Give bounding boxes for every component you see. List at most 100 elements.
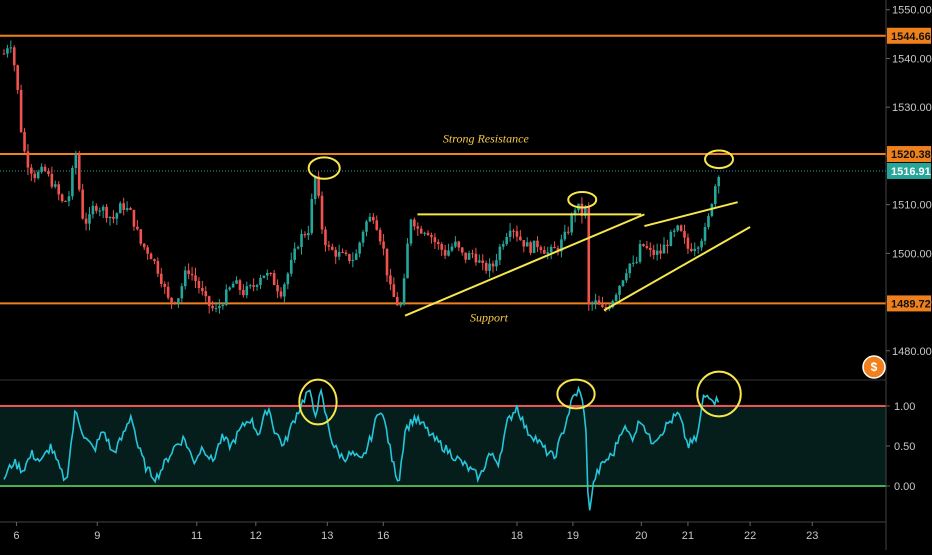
highlight-circle[interactable] — [567, 190, 598, 209]
candle-body — [279, 291, 283, 297]
candle-body — [710, 204, 714, 216]
candle-body — [153, 259, 156, 262]
candle-body — [392, 284, 396, 297]
candle-body — [19, 89, 23, 132]
candle-body — [77, 154, 81, 190]
candle-body — [457, 241, 461, 248]
candle-body — [74, 154, 78, 169]
candle-body — [296, 247, 300, 249]
candle-body — [95, 205, 98, 211]
candle-body — [488, 263, 491, 271]
candle-body — [348, 254, 351, 261]
candle-body — [594, 300, 597, 304]
candle-body — [443, 249, 447, 256]
candle-body — [283, 284, 286, 297]
candle-body — [262, 275, 266, 278]
candle-body — [307, 232, 310, 236]
highlight-circle[interactable] — [307, 156, 341, 180]
candle-body — [563, 231, 567, 240]
level-price-tag-label: 1544.66 — [891, 31, 931, 43]
candle-body — [655, 250, 659, 255]
candle-body — [361, 231, 365, 243]
osc-highlight-circle[interactable] — [696, 370, 742, 418]
candle-body — [84, 218, 88, 224]
candle-body — [645, 246, 649, 248]
candle-body — [672, 230, 676, 232]
candle-body — [91, 205, 95, 215]
candle-body — [471, 253, 474, 255]
candle-body — [228, 287, 231, 290]
candle-body — [105, 206, 108, 219]
level-price-tag — [887, 146, 931, 163]
osc-highlight-circle[interactable] — [556, 378, 596, 410]
candle-body — [310, 199, 314, 233]
candle-body — [187, 270, 190, 274]
level-price-tag-label: 1520.38 — [891, 149, 931, 161]
candle-body — [686, 237, 690, 249]
candle-body — [33, 173, 37, 179]
candle-body — [395, 296, 399, 306]
oscillator-band — [0, 406, 886, 486]
candle-body — [703, 227, 707, 241]
price-tick-label: 1550.00 — [892, 5, 932, 17]
time-tick-label: 16 — [377, 530, 389, 542]
candle-body — [543, 249, 546, 254]
level-price-tag-label: 1489.72 — [891, 298, 931, 310]
osc-highlight-circle[interactable] — [298, 378, 338, 426]
candle-body — [440, 244, 444, 250]
candle-body — [474, 253, 478, 263]
candle-body — [713, 186, 717, 205]
time-tick-label: 9 — [94, 530, 100, 542]
candle-body — [406, 243, 409, 279]
candle-body — [67, 196, 71, 202]
highlight-circle[interactable] — [704, 149, 735, 170]
candle-body — [6, 48, 9, 54]
candle-body — [40, 166, 43, 172]
candle-body — [413, 219, 416, 227]
level-price-tag — [887, 27, 931, 44]
candle-body — [628, 263, 632, 274]
candle-body — [375, 220, 379, 230]
candle-body — [211, 305, 214, 309]
annotation-label: Support — [470, 311, 509, 325]
candle-body — [9, 47, 13, 49]
candle-body — [300, 234, 303, 248]
candle-body — [478, 260, 481, 263]
candle-body — [570, 215, 573, 233]
candle-body — [625, 273, 628, 281]
candle-body — [108, 216, 112, 219]
candle-body — [635, 261, 638, 263]
trendline-rising-channel-upper[interactable] — [644, 201, 738, 228]
candle-body — [320, 195, 324, 230]
time-tick-label: 13 — [321, 530, 333, 542]
candle-body — [214, 308, 218, 310]
candle-body — [566, 231, 570, 233]
candle-body — [484, 262, 488, 271]
candle-body — [132, 209, 136, 227]
candle-body — [621, 280, 625, 286]
candle-body — [156, 261, 160, 274]
trendline-triangle-base[interactable] — [404, 213, 645, 317]
candle-body — [546, 252, 550, 254]
candle-body — [519, 236, 522, 241]
trendline-rising-channel-lower[interactable] — [603, 226, 751, 312]
candle-body — [324, 229, 327, 246]
candle-body — [679, 225, 683, 231]
candle-body — [190, 273, 194, 276]
candle-body — [611, 300, 614, 308]
last-price-tag-label: 1516.91 — [891, 166, 931, 178]
candle-body — [60, 194, 64, 202]
symbol-badge-icon[interactable] — [862, 355, 886, 379]
candle-body — [303, 234, 307, 236]
candle-body — [115, 213, 119, 219]
candle-body — [426, 232, 430, 236]
price-tick-label: 1500.00 — [892, 248, 932, 260]
candle-body — [505, 236, 508, 245]
candle-body — [201, 288, 204, 292]
candle-body — [560, 239, 563, 252]
candle-body — [433, 237, 437, 243]
candle-body — [498, 246, 502, 261]
candle-body — [170, 297, 173, 303]
candle-body — [98, 210, 102, 212]
